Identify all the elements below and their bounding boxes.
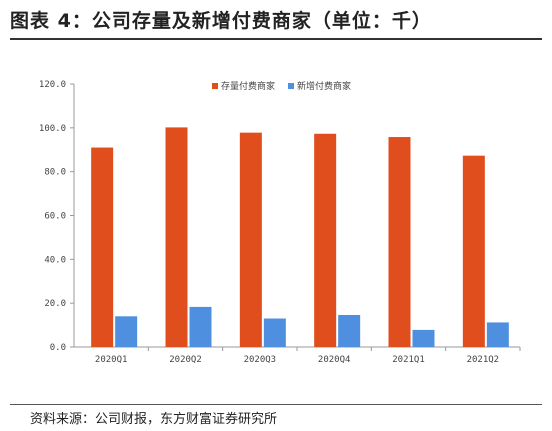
bar-stock-merchants	[91, 147, 114, 347]
bar-new-merchants	[486, 322, 509, 347]
x-tick-label: 2021Q2	[467, 355, 500, 365]
chart-axes: 0.0 20.0 40.0 60.0 80.0 100.0 120.0 2020Q1 2020Q…	[39, 80, 521, 365]
source-note: 资料来源：公司财报，东方财富证券研究所	[30, 412, 278, 427]
y-tick-label: 80.0	[44, 168, 66, 178]
y-tick-label: 40.0	[44, 255, 66, 265]
legend-label-stock: 存量付费商家	[221, 80, 275, 92]
x-tick-label: 2021Q1	[392, 355, 425, 365]
title-divider	[10, 38, 542, 40]
y-tick-label: 100.0	[39, 124, 66, 134]
x-tick-label: 2020Q4	[318, 355, 351, 365]
bar-new-merchants	[412, 329, 435, 347]
bar-chart: 0.0 20.0 40.0 60.0 80.0 100.0 120.0 2020Q1 2020Q…	[39, 80, 521, 365]
legend-swatch-new	[288, 83, 294, 89]
bar-stock-merchants	[388, 137, 411, 347]
bar-stock-merchants	[165, 127, 188, 348]
legend-label-new: 新增付费商家	[297, 80, 351, 92]
chart-legend: 存量付费商家 新增付费商家	[212, 80, 351, 92]
y-tick-label: 60.0	[44, 212, 66, 222]
y-tick-label: 120.0	[39, 80, 66, 90]
x-tick-label: 2020Q2	[169, 355, 202, 365]
figure-title: 图表 4：公司存量及新增付费商家（单位：千）	[10, 10, 432, 32]
bar-stock-merchants	[462, 155, 485, 347]
source-divider	[10, 404, 542, 405]
bar-new-merchants	[263, 318, 286, 347]
y-tick-label: 0.0	[50, 343, 66, 353]
legend-swatch-stock	[212, 83, 218, 89]
bar-new-merchants	[115, 316, 138, 347]
bar-stock-merchants	[314, 133, 337, 347]
chart-bars	[91, 127, 509, 348]
bar-stock-merchants	[239, 132, 262, 347]
bar-new-merchants	[189, 306, 212, 347]
x-tick-label: 2020Q3	[244, 355, 277, 365]
bar-new-merchants	[338, 315, 361, 347]
y-tick-label: 20.0	[44, 299, 66, 309]
x-tick-label: 2020Q1	[95, 355, 128, 365]
